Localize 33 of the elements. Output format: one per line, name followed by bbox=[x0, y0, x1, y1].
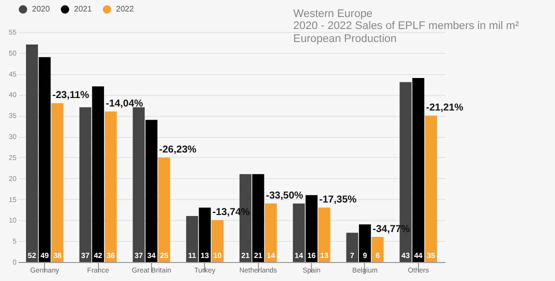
bar bbox=[306, 195, 318, 262]
bar bbox=[358, 224, 371, 262]
bar bbox=[292, 203, 305, 262]
chart-title: Western Europe bbox=[293, 8, 373, 20]
bar bbox=[38, 57, 51, 262]
annotation: -26,23% bbox=[159, 144, 196, 156]
annotation: -17,35% bbox=[319, 194, 357, 206]
annotation: -14,04% bbox=[106, 98, 144, 110]
annotation: -33,50% bbox=[266, 190, 304, 202]
bar bbox=[186, 216, 198, 262]
bar bbox=[198, 208, 211, 262]
bar bbox=[346, 232, 358, 262]
bar bbox=[372, 236, 384, 262]
bar bbox=[412, 78, 424, 262]
legend-label: 2021 bbox=[74, 4, 92, 14]
bar bbox=[212, 220, 224, 262]
bar bbox=[26, 44, 38, 262]
bar bbox=[158, 157, 170, 262]
annotation: -21,21% bbox=[426, 102, 464, 114]
annotation: -23,11% bbox=[52, 90, 90, 102]
bar bbox=[79, 107, 92, 262]
bar bbox=[104, 111, 117, 262]
legend-label: 2020 bbox=[32, 4, 50, 14]
bar bbox=[92, 86, 104, 262]
bar bbox=[145, 120, 158, 262]
bar bbox=[318, 208, 330, 262]
chart-subtitle: 2020 - 2022 Sales of EPLF members in mil m² European Production bbox=[293, 20, 520, 45]
bar bbox=[51, 103, 64, 262]
bar bbox=[425, 116, 437, 262]
legend-label: 2022 bbox=[116, 4, 134, 14]
bar bbox=[252, 174, 264, 262]
bar bbox=[132, 107, 145, 262]
bar bbox=[264, 203, 277, 262]
